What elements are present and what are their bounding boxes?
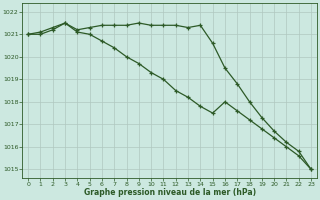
- X-axis label: Graphe pression niveau de la mer (hPa): Graphe pression niveau de la mer (hPa): [84, 188, 256, 197]
